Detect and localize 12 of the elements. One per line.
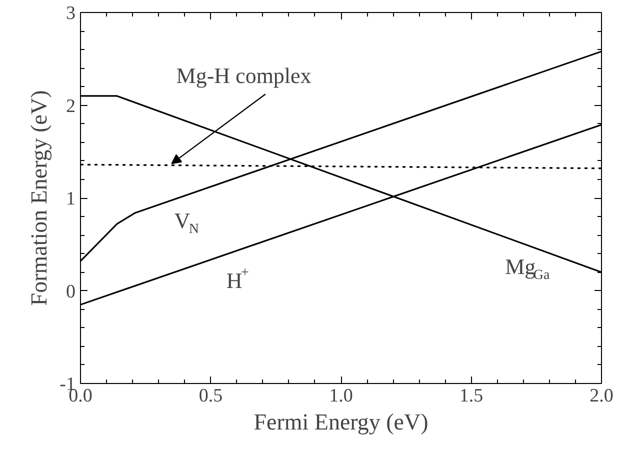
x-tick-label: 0.5 (198, 386, 223, 406)
annotation: Mg-H complex (176, 63, 312, 88)
y-tick-label: 2 (66, 96, 76, 117)
y-tick-label: 3 (66, 3, 76, 24)
x-tick-label: 2.0 (590, 386, 614, 406)
annotation: H+ (226, 266, 250, 294)
x-tick-label: 1.5 (459, 386, 484, 406)
y-axis-title: Formation Energy (eV) (26, 90, 52, 306)
y-tick-label: 0 (66, 281, 76, 302)
y-tick-label: 1 (66, 188, 76, 210)
x-tick-label: 1.0 (329, 386, 353, 406)
x-axis-title: Fermi Energy (eV) (254, 410, 428, 434)
